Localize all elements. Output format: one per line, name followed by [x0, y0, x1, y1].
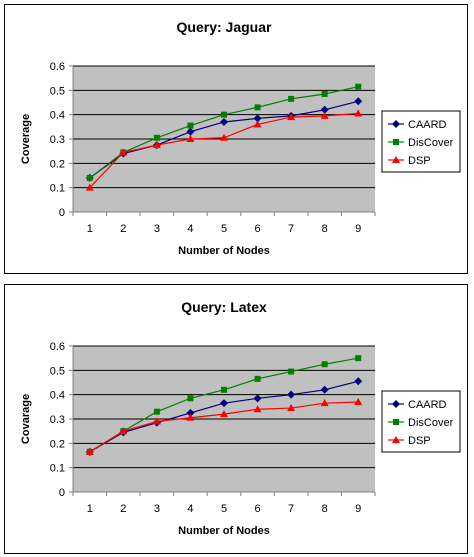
x-tick-label: 9: [355, 223, 361, 235]
legend-label-dsp: DSP: [408, 435, 431, 447]
data-point-caard: [253, 394, 262, 403]
x-tick-label: 6: [254, 223, 260, 235]
data-point-dsp: [119, 427, 128, 435]
data-point-dsp: [152, 141, 161, 149]
chart-panel-jaguar: Query: Jaguar 0 0.1 0.2 0.3 0.4 0.5 0.6 1 2 3 4 5 6 7 8…: [4, 4, 468, 274]
x-tick-label: 3: [154, 223, 160, 235]
data-point-dsp: [320, 399, 329, 407]
data-point-caard: [354, 377, 363, 386]
data-point-dsp: [253, 120, 262, 128]
x-tick-label: 6: [254, 503, 260, 515]
data-point-dsp: [287, 404, 296, 412]
y-tick-label: 0: [59, 207, 65, 219]
x-tick-label: 8: [322, 223, 328, 235]
y-tick-label: 0.4: [50, 110, 65, 122]
data-point-dsp: [354, 109, 363, 117]
data-point-discover: [321, 361, 328, 368]
legend-marker-dsp: [392, 156, 400, 163]
data-point-discover: [355, 83, 362, 90]
x-axis-label: Number of Nodes: [178, 245, 270, 257]
data-point-discover: [288, 368, 295, 375]
y-tick-label: 0.4: [50, 390, 65, 402]
data-point-discover: [254, 104, 261, 111]
x-tick-label: 1: [87, 503, 93, 515]
data-point-dsp: [220, 133, 228, 141]
data-point-caard: [287, 390, 296, 399]
data-point-discover: [288, 95, 295, 102]
data-point-dsp: [253, 405, 262, 413]
data-point-discover: [153, 134, 160, 141]
data-point-dsp: [85, 447, 94, 455]
x-tick-label: 7: [288, 503, 294, 515]
y-tick-label: 0.6: [50, 341, 65, 353]
y-tick-label: 0.6: [50, 61, 65, 73]
y-tick-label: 0.5: [50, 85, 65, 97]
data-point-dsp: [354, 397, 363, 405]
legend-label-discover: DisCover: [408, 137, 454, 149]
data-point-discover: [221, 386, 227, 393]
data-point-discover: [254, 375, 261, 382]
chart-panel-latex: Query: Latex 0 0.1 0.2 0.3 0.4 0.5 0.6 1 2 3 4 5 6 7 8 9…: [4, 284, 468, 554]
data-point-discover: [221, 111, 227, 118]
x-tick-label: 5: [221, 223, 227, 235]
chart-jaguar: Query: Jaguar 0 0.1 0.2 0.3 0.4 0.5 0.6 1 2 3 4 5 6 7 8…: [20, 19, 461, 257]
data-point-dsp: [220, 410, 228, 418]
chart-title: Query: Jaguar: [177, 19, 272, 35]
x-tick-label: 1: [87, 223, 93, 235]
legend-marker-discover: [393, 139, 399, 145]
legend-marker-discover: [393, 419, 399, 425]
data-point-discover: [355, 355, 362, 362]
x-tick-label: 3: [154, 503, 160, 515]
data-point-discover: [153, 408, 160, 415]
data-point-dsp: [186, 135, 195, 142]
x-tick-label: 9: [355, 503, 361, 515]
legend-label-discover: DisCover: [408, 417, 454, 429]
data-point-dsp: [152, 417, 161, 425]
data-point-dsp: [85, 183, 94, 191]
data-point-dsp: [186, 413, 195, 421]
data-point-caard: [253, 114, 262, 123]
x-tick-label: 4: [187, 223, 193, 235]
x-tick-label: 4: [187, 503, 193, 515]
x-tick-label: 7: [288, 223, 294, 235]
data-point-caard: [320, 105, 329, 114]
y-tick-label: 0.1: [50, 463, 65, 475]
legend-marker-caard: [392, 400, 400, 408]
y-tick-label: 0.3: [50, 414, 65, 426]
x-axis-label: Number of Nodes: [178, 525, 270, 537]
legend-label-dsp: DSP: [408, 155, 431, 167]
x-tick-label: 2: [120, 503, 126, 515]
data-point-dsp: [287, 113, 296, 121]
y-tick-label: 0.5: [50, 365, 65, 377]
chart-latex: Query: Latex 0 0.1 0.2 0.3 0.4 0.5 0.6 1 2 3 4 5 6 7 8 9…: [20, 299, 461, 537]
y-axis-label: Coverage: [20, 114, 32, 164]
legend-label-caard: CAARD: [408, 399, 447, 411]
y-axis-label: Covarage: [20, 394, 32, 444]
y-tick-label: 0.2: [50, 438, 65, 450]
data-point-dsp: [320, 111, 329, 119]
data-point-discover: [321, 90, 328, 97]
x-tick-label: 2: [120, 223, 126, 235]
data-point-dsp: [119, 148, 128, 156]
data-point-caard: [354, 97, 363, 106]
data-point-discover: [86, 174, 93, 181]
data-point-caard: [320, 385, 329, 394]
y-tick-label: 0: [59, 487, 65, 499]
legend-marker-dsp: [392, 436, 400, 443]
data-point-discover: [187, 395, 194, 402]
y-tick-label: 0.3: [50, 134, 65, 146]
chart-title: Query: Latex: [181, 299, 267, 315]
data-point-caard: [186, 127, 195, 136]
data-point-discover: [187, 122, 194, 129]
y-tick-label: 0.2: [50, 158, 65, 170]
data-point-caard: [220, 399, 228, 408]
y-tick-label: 0.1: [50, 183, 65, 195]
data-point-caard: [220, 117, 228, 126]
x-tick-label: 5: [221, 503, 227, 515]
legend-label-caard: CAARD: [408, 119, 447, 131]
legend-marker-caard: [392, 120, 400, 128]
x-tick-label: 8: [322, 503, 328, 515]
